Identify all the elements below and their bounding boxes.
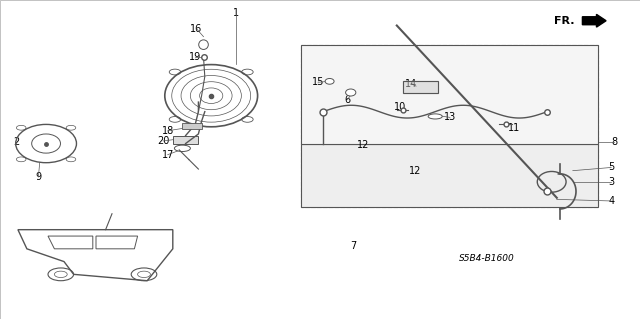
Text: 17: 17 (161, 150, 174, 160)
Text: 13: 13 (444, 112, 456, 122)
Text: 12: 12 (356, 140, 369, 150)
Text: 11: 11 (508, 123, 520, 133)
Bar (182, 123, 202, 129)
Text: S5B4-B1600: S5B4-B1600 (458, 254, 515, 263)
Text: 4: 4 (608, 196, 614, 206)
Text: 1: 1 (232, 8, 239, 18)
Polygon shape (301, 45, 598, 144)
Text: 15: 15 (312, 77, 324, 87)
Polygon shape (301, 144, 598, 207)
FancyArrow shape (582, 14, 606, 27)
Text: 9: 9 (35, 172, 42, 182)
Text: 18: 18 (161, 126, 174, 136)
Ellipse shape (346, 89, 356, 96)
Text: 6: 6 (344, 94, 351, 105)
Ellipse shape (325, 78, 334, 84)
Text: FR.: FR. (554, 16, 575, 26)
Text: 3: 3 (608, 177, 614, 187)
Text: 2: 2 (13, 137, 19, 147)
Text: 20: 20 (157, 136, 170, 146)
Ellipse shape (428, 114, 442, 119)
Text: 5: 5 (608, 162, 614, 173)
Text: 12: 12 (408, 166, 421, 176)
Bar (403, 81, 438, 93)
Text: 7: 7 (350, 241, 356, 251)
Text: 10: 10 (394, 102, 406, 112)
Text: 19: 19 (189, 52, 202, 63)
Bar (173, 136, 198, 144)
Text: 14: 14 (405, 78, 418, 89)
Text: 16: 16 (190, 24, 203, 34)
Text: 8: 8 (611, 137, 618, 147)
